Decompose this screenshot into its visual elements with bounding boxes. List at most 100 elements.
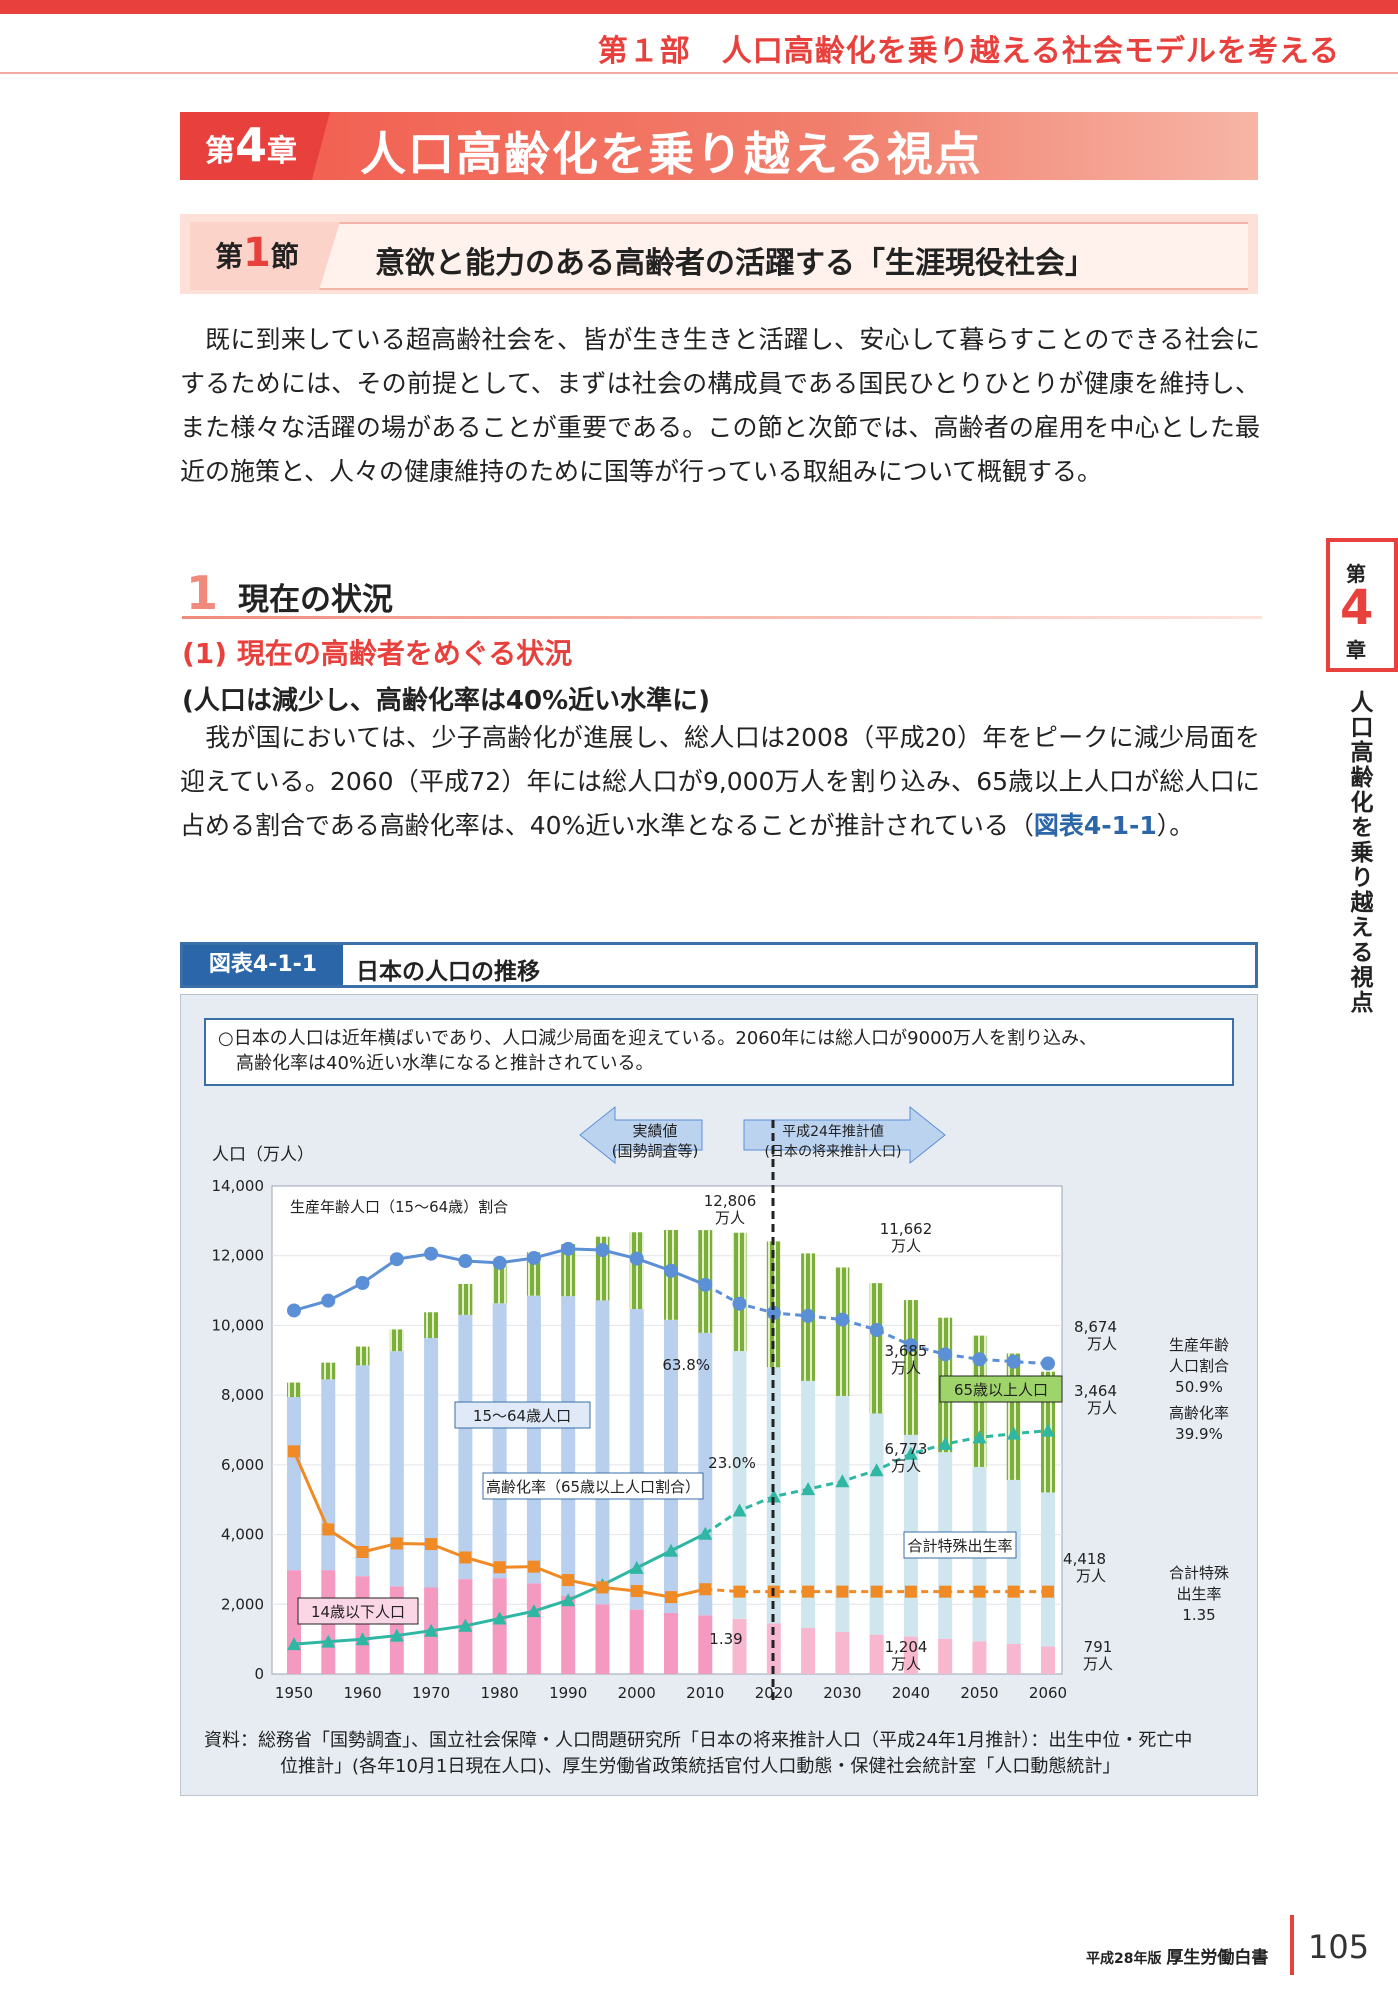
right-ratio-line3: 50.9% (1175, 1378, 1223, 1396)
bar-segment (321, 1362, 336, 1380)
y-axis-label: 人口（万人） (212, 1145, 314, 1165)
working-age-ratio-point (664, 1263, 678, 1278)
y-tick-label: 14,000 (212, 1177, 265, 1195)
side-tab-number: 4 (1340, 580, 1374, 636)
heading1-underline (182, 616, 1262, 619)
bar-segment (835, 1267, 850, 1396)
x-tick-label: 2050 (960, 1684, 998, 1702)
figure-reference-link[interactable]: 図表4-1-1 (1033, 811, 1157, 840)
aging-rate-point (835, 1474, 850, 1488)
tfr-point (836, 1585, 849, 1598)
value-label-4418-unit: 万人 (1076, 1567, 1106, 1585)
tfr-series-label: 合計特殊出生率 (907, 1537, 1012, 1555)
bar-segment (972, 1641, 987, 1674)
heading3: (人口は減少し、高齢化率は40%近い水準に) (182, 686, 710, 716)
tfr-point (1007, 1585, 1020, 1598)
axes-group: 0 2,000 4,000 6,000 8,000 10,000 12,000 14,000 1… (212, 1177, 1068, 1702)
bar-segment (664, 1319, 678, 1613)
bar-segment (355, 1346, 370, 1366)
bar-segment (698, 1332, 713, 1616)
right-ratio-line1: 生産年齢 (1169, 1336, 1229, 1354)
bar-segment (424, 1338, 439, 1588)
tfr-point (733, 1585, 746, 1598)
working-age-ratio-point (698, 1277, 713, 1292)
working-age-ratio-point (938, 1347, 953, 1362)
figure-summary: ○日本の人口は近年横ばいであり、人口減少局面を迎えている。2060年には総人口が… (204, 1018, 1234, 1086)
value-label-4418: 4,418 (1063, 1550, 1106, 1568)
top-accent-bar (0, 0, 1398, 14)
footer-edition: 平成28年版 (1086, 1951, 1162, 1967)
working-age-ratio-point (732, 1296, 747, 1311)
aging-rate-point (1041, 1423, 1055, 1437)
lines-group (287, 1241, 1055, 1651)
heading1-title: 現在の状況 (238, 582, 393, 618)
bar-segment (561, 1595, 576, 1674)
aging-rate-point (1006, 1426, 1021, 1440)
aging-rate-point (732, 1503, 747, 1517)
part-divider (0, 72, 1398, 74)
bar-segment (698, 1615, 713, 1674)
bar-segment (732, 1618, 747, 1674)
tfr-point (425, 1538, 438, 1551)
bar-segment (526, 1583, 541, 1674)
right-tfr-line1: 合計特殊 (1169, 1564, 1229, 1582)
bar-segment (629, 1232, 644, 1310)
tfr-point (630, 1585, 643, 1598)
section-suffix: 節 (270, 240, 299, 273)
working-age-ratio-point (321, 1293, 336, 1308)
working-age-ratio-point (629, 1251, 644, 1266)
tfr-point (493, 1561, 506, 1574)
working-age-ratio-line-projected (704, 1283, 1049, 1366)
right-aging-line2: 39.9% (1175, 1425, 1223, 1443)
figure-label: 図表4-1-1 (183, 945, 343, 985)
value-label-8674-unit: 万人 (1087, 1335, 1117, 1353)
bar-segment (869, 1283, 884, 1414)
chapter-title: 人口高齢化を乗り越える視点 (360, 127, 983, 181)
section-tab (190, 222, 340, 290)
chapter-number: 第4章 (205, 118, 297, 172)
summary-line-1: ○日本の人口は近年横ばいであり、人口減少局面を迎えている。2060年には総人口が… (218, 1028, 1097, 1049)
working-age-ratio-point (355, 1275, 370, 1290)
projected-label: 平成24年推計値 (782, 1124, 884, 1140)
y-tick-label: 2,000 (221, 1595, 264, 1613)
bar-segment (424, 1312, 439, 1339)
tfr-point (665, 1591, 677, 1604)
bar-segment (801, 1380, 816, 1628)
bar-segment (355, 1365, 370, 1577)
tfr-point (459, 1551, 472, 1564)
tfr-point (527, 1560, 540, 1573)
working-age-ratio-point (972, 1352, 987, 1367)
chapter-tab (180, 112, 330, 180)
bar-segment (938, 1638, 953, 1674)
aging-rate-series-label: 高齢化率（65歳以上人口割合） (486, 1478, 700, 1496)
value-label-3685-unit: 万人 (891, 1359, 921, 1377)
tfr-point (904, 1585, 917, 1598)
footer-publication: 平成28年版 厚生労働白書 (1086, 1943, 1268, 1968)
age14-label-box (297, 1597, 419, 1625)
x-tick-label: 1990 (549, 1684, 587, 1702)
actual-sub-label: (国勢調査等) (612, 1142, 699, 1160)
tfr-point (322, 1523, 335, 1536)
working-ratio-series-label: 生産年齢人口（15～64歳）割合 (290, 1198, 508, 1216)
chapter-suffix: 章 (267, 134, 298, 169)
bar-segment (766, 1623, 781, 1674)
body-paragraph: 我が国においては、少子高齢化が進展し、総人口は2008（平成20）年をピークに減… (180, 716, 1260, 848)
bar-segment (321, 1379, 336, 1571)
value-label-1204: 1,204 (885, 1638, 928, 1656)
summary-line-2: 高齢化率は40%近い水準になると推計されている。 (236, 1053, 654, 1074)
figure-source: 資料：総務省「国勢調査」、国立社会保障・人口問題研究所「日本の将来推計人口（平成… (204, 1728, 1244, 1780)
bar-segment (561, 1296, 576, 1596)
aging-rate-point (972, 1430, 987, 1444)
bar-segment (903, 1300, 918, 1435)
y-tick-label: 8,000 (221, 1386, 264, 1404)
bar-segment (732, 1351, 747, 1619)
tfr-point (288, 1445, 300, 1458)
bar-segment (389, 1351, 404, 1587)
x-tick-label: 2000 (618, 1684, 656, 1702)
section-number: 第1節 (215, 230, 299, 276)
value-label-3464-unit: 万人 (1087, 1399, 1117, 1417)
working-age-ratio-point (1006, 1354, 1021, 1369)
page-number: 105 (1308, 1928, 1370, 1966)
right-ratio-line2: 人口割合 (1169, 1357, 1229, 1375)
age14-label: 14歳以下人口 (311, 1603, 405, 1621)
